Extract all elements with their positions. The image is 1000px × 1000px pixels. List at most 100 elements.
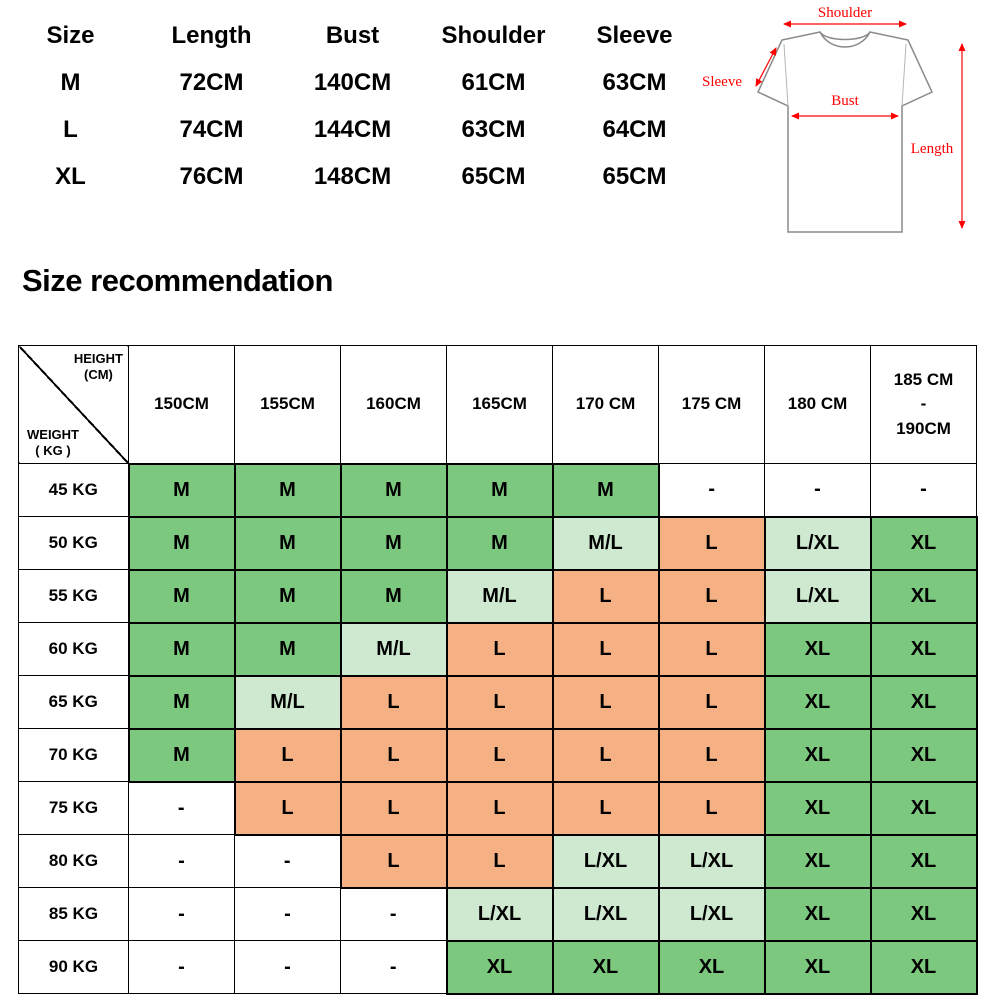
size-row: 80 KG - - L L L/XL L/XL XL XL <box>18 833 978 889</box>
size-cell: M <box>127 462 236 518</box>
size-cell: - <box>340 887 447 941</box>
weight-header: 75 KG <box>18 781 129 835</box>
size-cell: L <box>445 621 554 677</box>
size-row: 55 KG M M M M/L L L L/XL XL <box>18 568 978 624</box>
measurement-cell: 63CM <box>602 68 667 96</box>
size-cell: - <box>658 463 765 517</box>
size-cell: L <box>657 674 766 730</box>
height-header: 165CM <box>446 345 553 464</box>
size-cell: L <box>445 674 554 730</box>
tshirt-diagram: Shoulder Sleeve Bust Length <box>700 0 1000 245</box>
size-cell: M <box>339 568 448 624</box>
height-header: 160CM <box>340 345 447 464</box>
size-cell: XL <box>869 939 978 995</box>
size-cell: - <box>764 463 871 517</box>
size-recommendation-table: HEIGHT (CM) WEIGHT( KG ) 150CM 155CM 160CM 1… <box>18 345 978 995</box>
left-sleeve-seam <box>783 43 789 107</box>
size-cell: XL <box>763 886 872 942</box>
size-cell: - <box>234 834 341 888</box>
measurement-cell: 72CM <box>179 68 244 96</box>
height-header: 150CM <box>128 345 235 464</box>
measurement-cell: M <box>60 68 81 96</box>
size-cell: XL <box>763 833 872 889</box>
measurement-cell: 63CM <box>461 115 526 143</box>
size-cell: - <box>234 940 341 994</box>
weight-header: 50 KG <box>18 516 129 570</box>
size-cell: M <box>551 462 660 518</box>
size-cell: M <box>233 515 342 571</box>
size-cell: L/XL <box>445 886 554 942</box>
size-cell: L <box>445 780 554 836</box>
size-cell: - <box>870 463 977 517</box>
size-cell: L <box>233 727 342 783</box>
weight-header: 45 KG <box>18 463 129 517</box>
measurement-cell: 65CM <box>602 162 667 190</box>
size-cell: XL <box>763 780 872 836</box>
size-cell: - <box>128 887 235 941</box>
size-cell: L <box>339 833 448 889</box>
size-cell: L <box>233 780 342 836</box>
measurement-header: Bust <box>325 21 380 49</box>
size-cell: L <box>551 780 660 836</box>
size-cell: M <box>445 515 554 571</box>
measurement-row: M 72CM 140CM 61CM 63CM <box>0 59 705 106</box>
measurement-cell: 144CM <box>313 115 392 143</box>
measurement-cell: L <box>63 115 78 143</box>
measurement-cell: 140CM <box>313 68 392 96</box>
measurement-cell: 64CM <box>602 115 667 143</box>
size-cell: M <box>445 462 554 518</box>
measurement-cell: 148CM <box>313 162 392 190</box>
size-cell: M <box>127 568 236 624</box>
tshirt-svg: Shoulder Sleeve Bust Length <box>702 5 966 233</box>
weight-header: 65 KG <box>18 675 129 729</box>
measurement-cell: 61CM <box>461 68 526 96</box>
tshirt-collar <box>819 31 871 41</box>
size-cell: - <box>128 781 235 835</box>
size-cell: XL <box>763 939 872 995</box>
size-row: 70 KG M L L L L L XL XL <box>18 727 978 783</box>
size-cell: XL <box>657 939 766 995</box>
weight-header: 60 KG <box>18 622 129 676</box>
size-cell: L <box>657 727 766 783</box>
measurement-table: Size Length Bust Shoulder Sleeve M 72CM 140CM 61… <box>0 12 705 200</box>
size-cell: - <box>340 940 447 994</box>
size-row: 50 KG M M M M M/L L L/XL XL <box>18 515 978 571</box>
size-cell: M <box>127 515 236 571</box>
measurement-header: Sleeve <box>596 21 673 49</box>
size-cell: XL <box>869 780 978 836</box>
size-row: 90 KG - - - XL XL XL XL XL <box>18 939 978 995</box>
size-cell: XL <box>869 727 978 783</box>
size-cell: XL <box>869 886 978 942</box>
size-cell: XL <box>763 621 872 677</box>
size-cell: M <box>233 462 342 518</box>
size-row: 85 KG - - - L/XL L/XL L/XL XL XL <box>18 886 978 942</box>
size-cell: M <box>127 727 236 783</box>
length-label: Length <box>911 141 954 157</box>
size-cell: M/L <box>339 621 448 677</box>
size-cell: - <box>128 940 235 994</box>
size-cell: L/XL <box>657 886 766 942</box>
size-cell: L <box>339 674 448 730</box>
tshirt-outline <box>757 31 933 233</box>
size-cell: M <box>339 462 448 518</box>
size-cell: L/XL <box>763 568 872 624</box>
sleeve-arrow <box>755 47 777 87</box>
measurement-cell: 65CM <box>461 162 526 190</box>
height-header: 155CM <box>234 345 341 464</box>
size-row: 60 KG M M M/L L L L XL XL <box>18 621 978 677</box>
size-cell: L <box>657 780 766 836</box>
size-cell: M/L <box>445 568 554 624</box>
size-table-body: 45 KG M M M M M - - -50 KG M M M M M/L L L/XL XL 55 KG M M M… <box>18 462 978 995</box>
size-cell: M <box>233 621 342 677</box>
height-axis-label: HEIGHT (CM) <box>73 351 123 383</box>
size-cell: L <box>445 727 554 783</box>
size-cell: XL <box>551 939 660 995</box>
size-cell: - <box>234 887 341 941</box>
size-cell: L <box>551 621 660 677</box>
measurement-header: Shoulder <box>441 21 546 49</box>
measurement-header: Length <box>171 21 252 49</box>
size-cell: XL <box>869 674 978 730</box>
measurement-cell: 76CM <box>179 162 244 190</box>
size-row: 45 KG M M M M M - - - <box>18 462 977 518</box>
measurement-row: L 74CM 144CM 63CM 64CM <box>0 106 705 153</box>
